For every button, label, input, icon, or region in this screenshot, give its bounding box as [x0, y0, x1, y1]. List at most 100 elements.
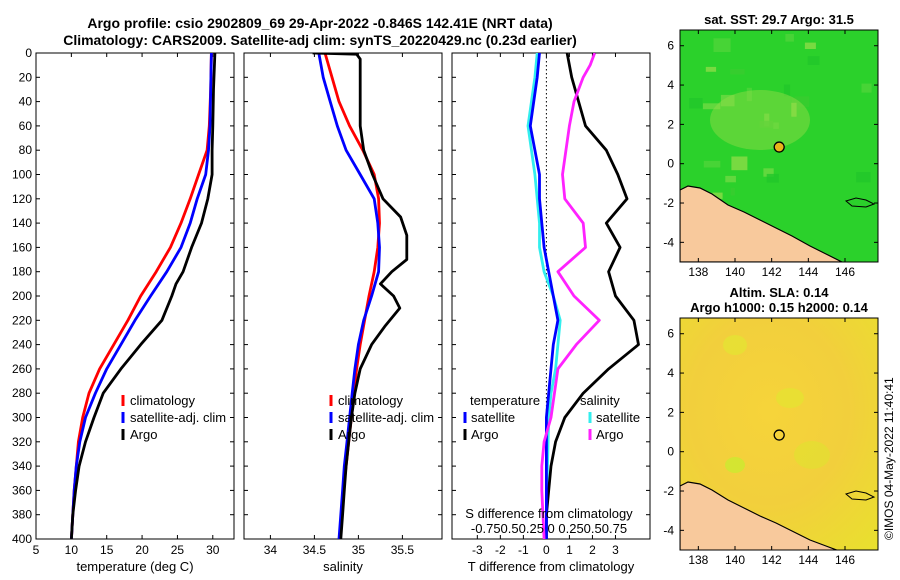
series-line-s-satellite	[528, 53, 560, 539]
y-tick-label: 300	[12, 411, 32, 425]
sla-coastline-land	[680, 481, 839, 550]
sst-map-title: sat. SST: 29.7 Argo: 31.5	[704, 12, 854, 27]
series-line-t-satellite	[526, 53, 562, 539]
y-tick-label: 220	[12, 313, 32, 327]
map-y-tick-label: 6	[667, 39, 674, 53]
y-tick-label: 200	[12, 289, 32, 303]
sst-patch	[710, 90, 810, 150]
sst-patch	[713, 38, 731, 52]
map-y-tick-label: 4	[667, 366, 674, 380]
map-y-tick-label: -2	[663, 196, 674, 210]
sla-island-outline	[844, 490, 876, 501]
y-tick-label: 60	[19, 119, 33, 133]
sst-patch	[689, 98, 703, 109]
figure-title-line1: Argo profile: csio 2902809_69 29-Apr-202…	[87, 15, 552, 31]
legend-t-satellite-label: satellite	[471, 410, 515, 425]
salinity-legend: climatology satellite-adj. clim Argo	[329, 393, 434, 442]
sla-patch	[794, 441, 830, 469]
x-axis-label: salinity	[323, 559, 363, 574]
legend-s-argo-label: Argo	[596, 427, 623, 442]
map-y-tick-label: 0	[667, 157, 674, 171]
x-tick-label: 34.5	[303, 543, 327, 557]
series-line-climatology	[70, 53, 213, 539]
y-tick-label: 40	[19, 95, 33, 109]
x-tick-label: 25	[171, 543, 185, 557]
series-group	[312, 53, 409, 539]
map-y-tick-label: 6	[667, 327, 674, 341]
x-tick-label: 5	[33, 543, 40, 557]
map-x-tick-label: 144	[798, 553, 818, 567]
sst-patch	[703, 160, 721, 168]
y-tick-label: 340	[12, 459, 32, 473]
legend-s-satellite-label: satellite	[596, 410, 640, 425]
x-tick-label: 20	[135, 543, 149, 557]
difference-legend: temperature satellite Argo salinity sate…	[463, 393, 640, 536]
map-y-tick-label: 2	[667, 405, 674, 419]
x-axis-label: T difference from climatology	[468, 559, 635, 574]
x-tick-label: -1	[518, 543, 529, 557]
series-line-t-argo	[545, 53, 640, 539]
map-x-tick-label: 142	[762, 553, 782, 567]
sla-map-title-line2: Argo h1000: 0.15 h2000: 0.14	[690, 300, 869, 315]
sst-patch	[804, 42, 816, 49]
series-line-satellite-adj-clim	[317, 53, 381, 539]
sst-patch	[861, 83, 872, 93]
series-line-satellite-adj-clim	[70, 53, 213, 539]
map-x-tick-label: 138	[688, 265, 708, 279]
y-tick-label: 80	[19, 143, 33, 157]
x-tick-label: 2	[589, 543, 596, 557]
map-x-tick-label: 146	[835, 265, 855, 279]
plot-frame	[35, 52, 235, 540]
map-x-tick-label: 142	[762, 265, 782, 279]
y-tick-label: 320	[12, 435, 32, 449]
sla-axes: 138 140 142 144 146 6 4 2 0 -2 -4	[663, 318, 878, 567]
sla-map-title-line1: Altim. SLA: 0.14	[730, 285, 830, 300]
y-tick-label: 120	[12, 192, 32, 206]
sla-argo-location-marker	[773, 429, 785, 441]
sst-patch	[705, 66, 717, 72]
map-y-tick-label: 0	[667, 445, 674, 459]
temperature-panel: 0 20 40 60 80 100 120 140 160 180 200 220 240 260 280 3…	[12, 46, 235, 574]
series-group	[70, 53, 217, 539]
x-tick-label: -3	[472, 543, 483, 557]
legend-argo-label: Argo	[130, 427, 157, 442]
series-line-argo	[70, 53, 217, 539]
sst-patch	[783, 84, 791, 97]
y-tick-label: 20	[19, 70, 33, 84]
s-difference-tick-labels: -0.750.50.25 0 0.250.50.75	[471, 521, 627, 536]
y-tick-label: 280	[12, 386, 32, 400]
sla-patch	[776, 388, 804, 408]
y-tick-label: 380	[12, 508, 32, 522]
x-tick-label: 30	[206, 543, 220, 557]
sst-patches	[689, 34, 872, 199]
x-tick-label: 3	[612, 543, 619, 557]
sst-patch	[763, 168, 774, 177]
x-tick-label: 1	[566, 543, 573, 557]
s-difference-axis-label: S difference from climatology	[465, 506, 633, 521]
legend-satellite-label: satellite-adj. clim	[130, 410, 226, 425]
map-y-tick-label: -4	[663, 523, 674, 537]
x-tick-label: -2	[495, 543, 506, 557]
temperature-legend: climatology satellite-adj. clim Argo	[121, 393, 226, 442]
map-y-tick-label: -4	[663, 235, 674, 249]
sst-map-frame	[679, 29, 879, 263]
legend-argo-label: Argo	[338, 427, 365, 442]
y-tick-label: 260	[12, 362, 32, 376]
x-tick-label: 10	[65, 543, 79, 557]
legend-satellite-label: satellite-adj. clim	[338, 410, 434, 425]
sst-patch	[794, 96, 810, 107]
map-x-tick-label: 140	[725, 553, 745, 567]
legend-t-argo-label: Argo	[471, 427, 498, 442]
map-x-tick-label: 146	[835, 553, 855, 567]
sst-patch	[712, 192, 723, 199]
map-y-tick-label: -2	[663, 484, 674, 498]
y-tick-label: 140	[12, 216, 32, 230]
x-tick-label: 35	[352, 543, 366, 557]
difference-panel: -3 -2 -1 0 1 2 3 T difference from climatology	[451, 52, 651, 574]
sst-coastline-land	[680, 185, 843, 262]
y-tick-label: 0	[25, 46, 32, 60]
sst-patch	[730, 69, 745, 75]
x-tick-label: 34	[264, 543, 278, 557]
sla-patch	[723, 335, 747, 355]
